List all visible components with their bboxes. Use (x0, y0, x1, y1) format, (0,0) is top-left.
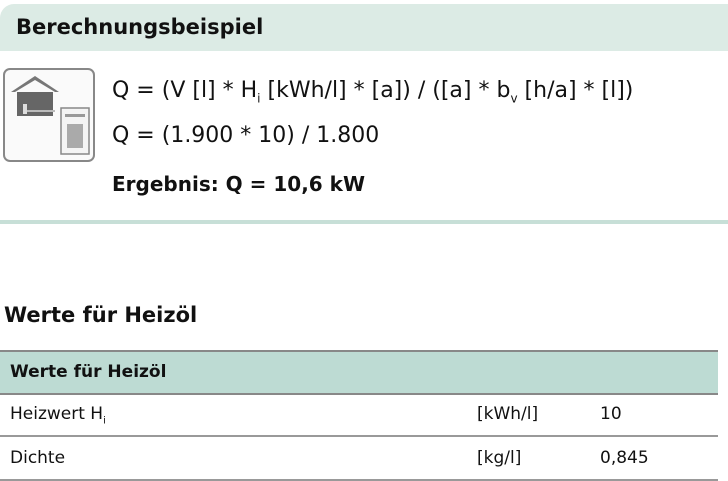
table-header: Werte für Heizöl (0, 350, 718, 395)
row-label: Heizwert Hi (10, 404, 106, 427)
house-boiler-icon (3, 68, 95, 162)
result: Ergebnis: Q = 10,6 kW (112, 172, 366, 196)
divider (0, 220, 728, 224)
row-label: Dichte (10, 448, 66, 468)
table-row: Dichte [kg/l] 0,845 (0, 437, 718, 481)
row-value: 0,845 (600, 448, 649, 468)
example-header: Berechnungsbeispiel (0, 4, 728, 51)
row-value: 10 (600, 404, 622, 424)
row-unit: [kg/l] (477, 448, 522, 468)
row-unit: [kWh/l] (477, 404, 539, 424)
section-heading: Werte für Heizöl (4, 303, 198, 327)
calculation: Q = (1.900 * 10) / 1.800 (112, 123, 380, 148)
table-row: Heizwert Hi [kWh/l] 10 (0, 393, 718, 437)
formula: Q = (V [l] * Hi [kWh/l] * [a]) / ([a] * … (112, 78, 634, 106)
example-title: Berechnungsbeispiel (16, 15, 264, 39)
